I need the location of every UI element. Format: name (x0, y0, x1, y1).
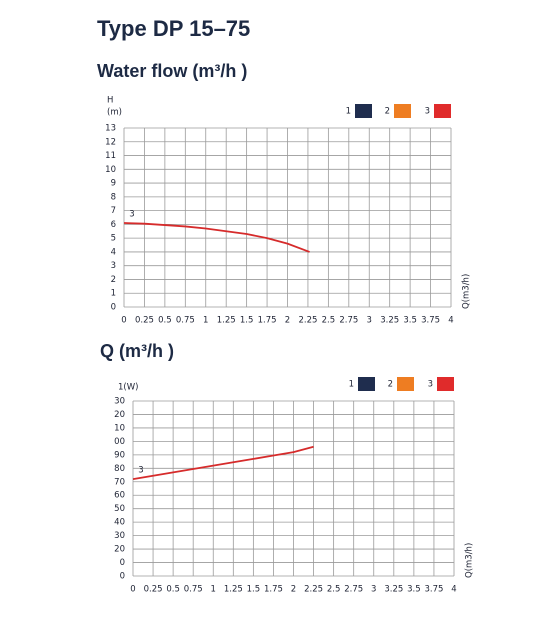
x-tick-label: 1.25 (217, 316, 236, 326)
x-tick-label: 0.75 (176, 316, 195, 326)
y-tick-label: 80 (114, 464, 125, 474)
x-tick-label: 0 (130, 585, 135, 595)
x-tick-label: 1 (211, 585, 216, 595)
x-axis-label: Q(m3/h) (465, 543, 475, 578)
y-tick-label: 20 (114, 545, 125, 555)
y-tick-label: 11 (105, 151, 116, 161)
x-tick-label: 1.25 (224, 585, 243, 595)
y-tick-label: 7 (111, 206, 116, 216)
legend-label: 3 (425, 107, 430, 117)
y-axis-label: H (107, 96, 113, 106)
legend-label: 2 (385, 107, 390, 117)
y-tick-label: 70 (114, 477, 125, 487)
x-tick-label: 3.75 (421, 316, 440, 326)
y-tick-label: 30 (114, 531, 125, 541)
legend-label: 2 (388, 380, 393, 390)
y-tick-label: 20 (114, 410, 125, 420)
x-tick-label: 3.25 (384, 585, 403, 595)
y-tick-label: 13 (105, 124, 116, 134)
x-tick-label: 4 (448, 316, 453, 326)
x-tick-label: 0.5 (158, 316, 172, 326)
y-tick-label: 9 (111, 179, 116, 189)
x-tick-label: 3.5 (407, 585, 421, 595)
legend-swatch (437, 377, 454, 391)
y-tick-label: 4 (111, 247, 116, 257)
y-tick-label: 30 (114, 397, 125, 407)
y-tick-label: 5 (111, 234, 116, 244)
x-tick-label: 1.5 (240, 316, 254, 326)
legend-swatch (358, 377, 375, 391)
y-axis-unit: (m) (107, 108, 122, 118)
y-tick-label: 0 (120, 558, 125, 568)
x-tick-label: 0 (121, 316, 126, 326)
y-tick-label: 0 (111, 303, 116, 313)
x-tick-label: 2 (285, 316, 290, 326)
page-title: Type DP 15–75 (97, 16, 250, 41)
x-tick-label: 2.5 (327, 585, 341, 595)
y-tick-label: 6 (111, 220, 116, 230)
y-tick-label: 3 (111, 261, 116, 271)
chart-title: Q (m³/h ) (100, 341, 174, 361)
x-tick-label: 3.25 (380, 316, 399, 326)
y-tick-label: 90 (114, 450, 125, 460)
x-tick-label: 1.75 (258, 316, 277, 326)
y-tick-label: 1 (111, 289, 116, 299)
x-tick-label: 1.75 (264, 585, 283, 595)
x-tick-label: 1 (203, 316, 208, 326)
legend-swatch (434, 104, 451, 118)
x-tick-label: 3.75 (424, 585, 443, 595)
legend-swatch (397, 377, 414, 391)
y-tick-label: 10 (105, 165, 116, 175)
y-tick-label: 2 (111, 275, 116, 285)
y-tick-label: 60 (114, 491, 125, 501)
x-tick-label: 4 (451, 585, 456, 595)
x-tick-label: 3 (371, 585, 376, 595)
x-tick-label: 3.5 (403, 316, 417, 326)
x-tick-label: 2.75 (339, 316, 358, 326)
x-tick-label: 0.5 (166, 585, 180, 595)
x-tick-label: 0.75 (184, 585, 203, 595)
x-tick-label: 2.5 (322, 316, 336, 326)
x-tick-label: 2 (291, 585, 296, 595)
series-line (123, 222, 310, 253)
y-tick-label: 00 (114, 437, 125, 447)
x-tick-label: 0.25 (135, 316, 154, 326)
y-tick-label: 50 (114, 504, 125, 514)
y-axis-label: 1(W) (118, 383, 138, 393)
legend-label: 3 (428, 380, 433, 390)
series-label: 3 (129, 210, 134, 220)
x-tick-label: 1.5 (247, 585, 261, 595)
legend-swatch (394, 104, 411, 118)
x-tick-label: 3 (367, 316, 372, 326)
y-tick-label: 10 (114, 423, 125, 433)
x-tick-label: 2.25 (298, 316, 317, 326)
chart-title: Water flow (m³/h ) (97, 61, 247, 81)
legend-label: 1 (349, 380, 354, 390)
y-tick-label: 0 (120, 572, 125, 582)
legend-label: 1 (346, 107, 351, 117)
y-tick-label: 12 (105, 137, 116, 147)
series-label: 3 (138, 466, 143, 476)
x-tick-label: 0.25 (144, 585, 163, 595)
y-tick-label: 40 (114, 518, 125, 528)
series-line (132, 445, 314, 480)
x-tick-label: 2.75 (344, 585, 363, 595)
legend-swatch (355, 104, 372, 118)
y-tick-label: 8 (111, 192, 116, 202)
x-axis-label: Q(m3/h) (462, 274, 472, 309)
x-tick-label: 2.25 (304, 585, 323, 595)
